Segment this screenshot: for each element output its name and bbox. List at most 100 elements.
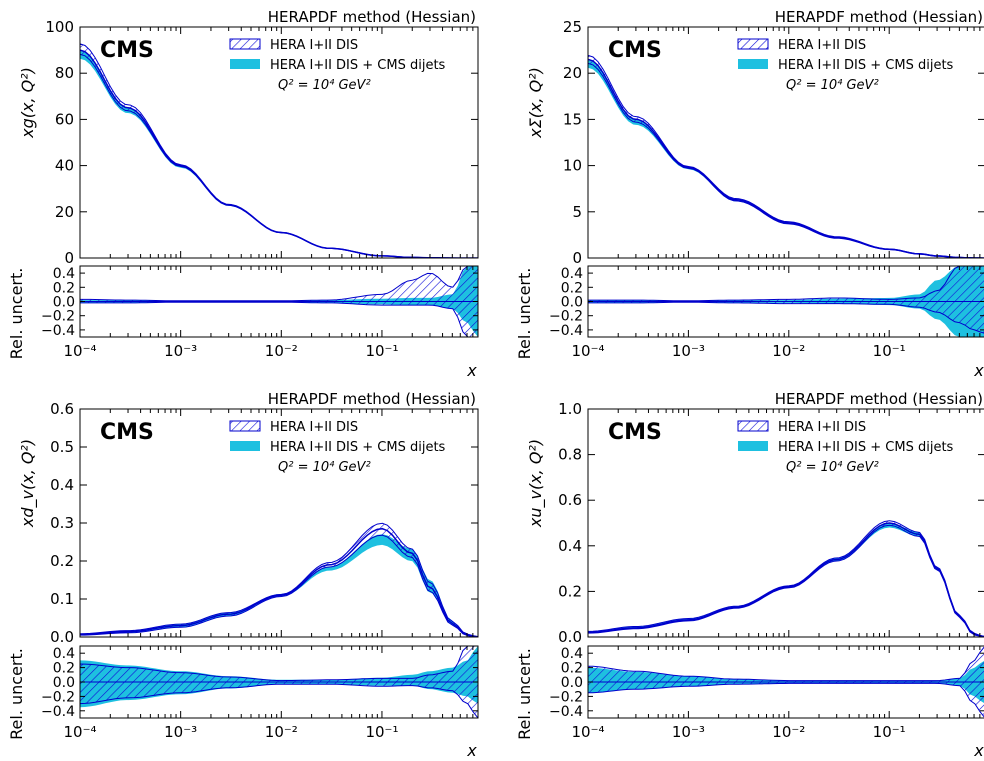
ratio-y-tick-label: −0.2 [549, 689, 583, 705]
y-axis-label: xd_v(x, Q²) [18, 439, 38, 528]
panels-group: 10⁻⁴ 10⁻³ 10⁻² 10⁻¹x020406080100−0.4−0.20.0… [7, 8, 984, 760]
y-tick-label: 80 [55, 64, 74, 82]
x-tick-label: 10⁻³ [164, 342, 197, 360]
q2-label: Q² = 10⁴ GeV² [278, 460, 371, 475]
y-tick-label: 10 [563, 157, 582, 175]
ratio-hera-dis-band [588, 266, 984, 334]
x-tick-label: 10⁻¹ [873, 723, 906, 741]
ratio-y-tick-label: 0.2 [53, 661, 75, 677]
ratio-plot-area [588, 266, 984, 337]
ratio-y-tick-label: −0.4 [549, 704, 583, 720]
cms-label: CMS [608, 38, 662, 63]
y-tick-label: 0.8 [558, 446, 582, 464]
method-label: HERAPDF method (Hessian) [775, 390, 983, 408]
y-axis-label: xg(x, Q²) [18, 67, 37, 139]
legend-swatch-cms [738, 441, 768, 451]
ratio-y-axis-label: Rel. uncert. [515, 268, 534, 360]
y-axis-label: xΣ(x, Q²) [526, 67, 545, 139]
q2-label: Q² = 10⁴ GeV² [278, 78, 371, 93]
y-axis-label: xu_v(x, Q²) [526, 439, 546, 528]
y-tick-label: 60 [55, 110, 74, 128]
legend-swatch-cms [230, 441, 260, 451]
series-hera-dis-band [80, 522, 478, 637]
panel-1: 10⁻⁴ 10⁻³ 10⁻² 10⁻¹ x 0 20 40 60 80 100 −0.4−0.20.0… [7, 8, 479, 380]
panel-2: 10⁻⁴ 10⁻³ 10⁻² 10⁻¹x0510152025−0.4−0.20.00.… [515, 8, 984, 380]
legend-swatch-hera [737, 38, 769, 50]
y-tick-label: 0 [572, 249, 582, 267]
x-tick-label: 10⁻³ [164, 723, 197, 741]
panel-4: 10⁻⁴ 10⁻³ 10⁻² 10⁻¹x0.00.20.40.60.81.0−0.4−… [515, 390, 984, 760]
ratio-plot-area [588, 646, 984, 718]
x-tick-label: 10⁻⁴ [571, 723, 604, 741]
series-hera-dis-line [80, 527, 478, 637]
legend-label-cms: HERA I+II DIS + CMS dijets [270, 58, 446, 73]
y-tick-label: 0.1 [50, 590, 74, 608]
legend-label-hera: HERA I+II DIS [778, 38, 866, 53]
ratio-y-tick-label: −0.2 [41, 689, 75, 705]
legend-swatch-cms [230, 59, 260, 69]
top-plot-area [80, 522, 478, 637]
method-label: HERAPDF method (Hessian) [775, 8, 983, 26]
y-tick-label: 0.0 [50, 628, 74, 646]
x-axis-label: x [466, 361, 477, 380]
top-plot-area [588, 54, 984, 258]
x-axis-label: x [466, 741, 477, 760]
cms-label: CMS [100, 38, 154, 63]
top-plot-area [80, 43, 478, 258]
x-tick-label: 10⁻¹ [365, 723, 398, 741]
legend-swatch-hera [737, 420, 769, 432]
y-tick-label: 0.4 [558, 537, 582, 555]
series-hera-dis-line [588, 522, 984, 637]
y-tick-label: 0.2 [558, 582, 582, 600]
x-tick-label: 10⁻¹ [365, 342, 398, 360]
ratio-y-tick-label: 0.2 [53, 280, 75, 296]
x-tick-label: 10⁻⁴ [63, 342, 96, 360]
cms-label: CMS [100, 420, 154, 445]
ratio-y-axis-label: Rel. uncert. [515, 648, 534, 740]
ratio-y-tick-label: 0.4 [561, 646, 583, 662]
ratio-y-tick-label: −0.2 [41, 309, 75, 325]
ratio-plot-area [80, 266, 478, 337]
series-cms-dijets-band [80, 534, 478, 637]
legend-label-cms: HERA I+II DIS + CMS dijets [778, 58, 954, 73]
y-tick-label: 0.2 [50, 552, 74, 570]
cms-label: CMS [608, 420, 662, 445]
series-hera-dis-line [588, 58, 984, 258]
top-frame [79, 26, 479, 259]
y-tick-label: 0.5 [50, 438, 74, 456]
method-label: HERAPDF method (Hessian) [268, 8, 476, 26]
top-frame [587, 26, 984, 259]
y-tick-label: 20 [563, 64, 582, 82]
ratio-y-tick-label: 0.4 [561, 266, 583, 282]
legend-label-cms: HERA I+II DIS + CMS dijets [270, 440, 446, 455]
y-tick-label: 0 [64, 249, 74, 267]
legend-swatch-hera [229, 420, 261, 432]
y-tick-label: 0.3 [50, 514, 74, 532]
x-tick-label: 10⁻² [772, 342, 805, 360]
legend-swatch-cms [738, 59, 768, 69]
y-tick-label: 20 [55, 203, 74, 221]
x-tick-label: 10⁻⁴ [571, 342, 604, 360]
x-tick-label: 10⁻³ [672, 342, 705, 360]
ratio-y-tick-label: −0.4 [41, 323, 75, 339]
ratio-y-tick-label: 0.0 [561, 295, 583, 311]
legend-label-hera: HERA I+II DIS [270, 420, 358, 435]
ratio-y-tick-label: −0.4 [41, 704, 75, 720]
ratio-y-tick-label: 0.2 [561, 661, 583, 677]
ratio-y-tick-label: 0.4 [53, 266, 75, 282]
y-tick-label: 25 [563, 18, 582, 36]
y-tick-label: 40 [55, 157, 74, 175]
ratio-y-axis-label: Rel. uncert. [7, 648, 26, 740]
ratio-y-tick-label: −0.2 [549, 309, 583, 325]
q2-label: Q² = 10⁴ GeV² [786, 78, 879, 93]
ratio-plot-area [80, 646, 478, 718]
ratio-y-tick-label: −0.4 [549, 323, 583, 339]
y-tick-label: 0.0 [558, 628, 582, 646]
y-tick-label: 100 [45, 18, 74, 36]
legend-swatch-hera [229, 38, 261, 50]
legend-label-cms: HERA I+II DIS + CMS dijets [778, 440, 954, 455]
ratio-y-tick-label: 0.2 [561, 280, 583, 296]
y-tick-label: 0.4 [50, 476, 74, 494]
top-frame [587, 408, 984, 638]
series-hera-dis-band [80, 43, 478, 258]
